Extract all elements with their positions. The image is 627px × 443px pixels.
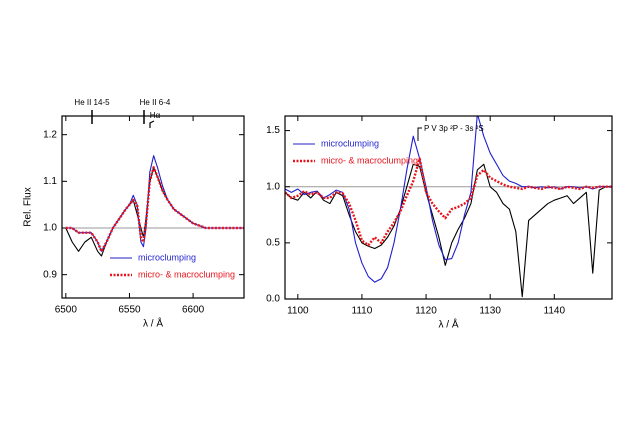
legend-label: microclumping: [321, 138, 379, 148]
annotation: Hα: [150, 111, 161, 120]
y-tick-label: 0.9: [43, 269, 57, 280]
series-line: [65, 166, 244, 253]
annotation-tick: [149, 120, 155, 128]
annotation: He II 14-5: [74, 98, 110, 107]
x-tick-label: 1120: [415, 306, 437, 317]
x-tick-label: 1140: [544, 306, 566, 317]
legend-label: micro- & macroclumping: [321, 155, 418, 165]
y-axis-label: Rel. Flux: [23, 187, 34, 226]
legend-label: micro- & macroclumping: [138, 269, 235, 279]
series-line: [285, 163, 612, 298]
annotation-bracket: [417, 127, 422, 141]
series-line: [285, 157, 612, 247]
annotation: He II 6-4: [140, 98, 171, 107]
x-tick-label: 6600: [182, 305, 205, 316]
x-tick-label: 6500: [55, 305, 78, 316]
y-tick-label: 1.0: [43, 223, 57, 234]
plot-frame: [61, 115, 245, 299]
x-tick-label: 1130: [479, 306, 501, 317]
legend-label: microclumping: [138, 252, 196, 262]
y-tick-label: 1.1: [43, 176, 57, 187]
y-tick-label: 0.0: [266, 294, 280, 305]
y-tick-label: 1.2: [43, 129, 57, 140]
annotation: P V 3p ²P - 3s ²S: [424, 124, 484, 133]
x-tick-label: 6550: [118, 305, 141, 316]
series-line: [65, 166, 244, 257]
x-axis-label: λ / Å: [438, 318, 458, 331]
x-axis-label: λ / Å: [143, 317, 163, 330]
y-tick-label: 1.0: [266, 181, 280, 192]
x-tick-label: 1100: [287, 306, 309, 317]
x-tick-label: 1110: [352, 306, 373, 317]
plot-frame: [284, 115, 613, 300]
y-tick-label: 1.5: [266, 125, 280, 136]
y-tick-label: 0.5: [266, 238, 280, 249]
